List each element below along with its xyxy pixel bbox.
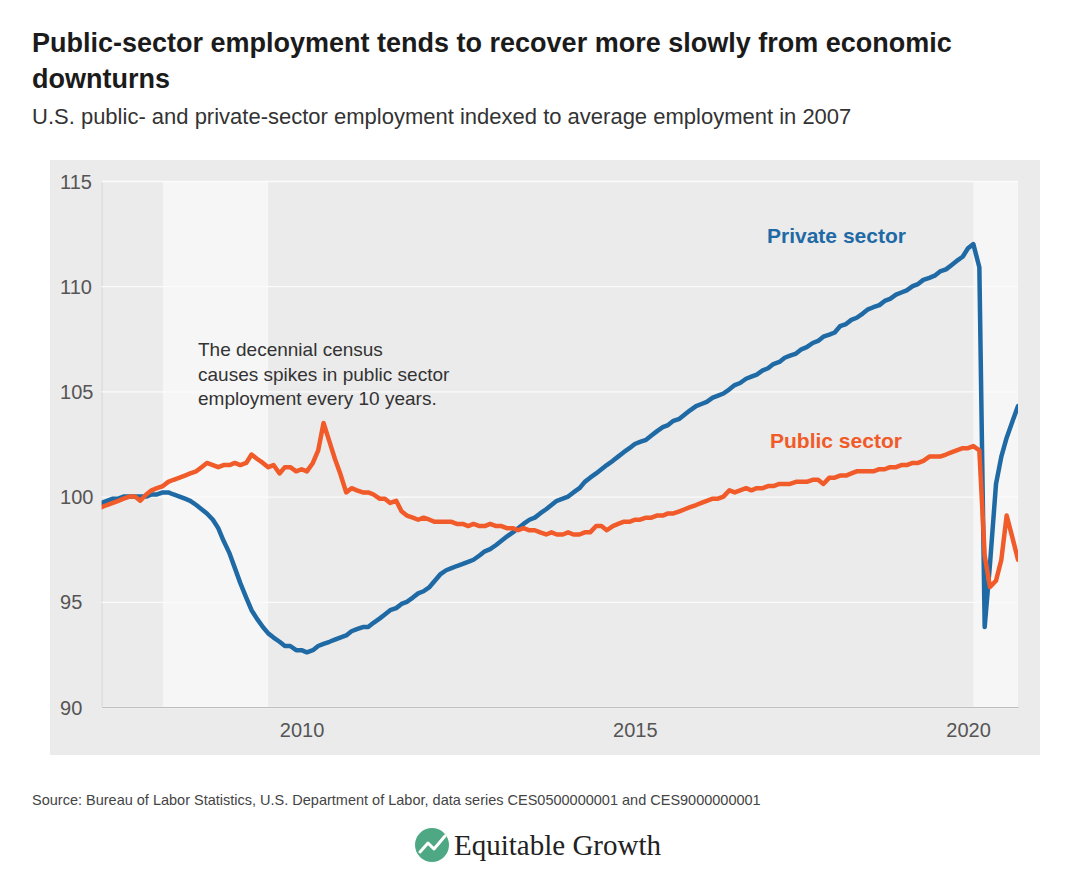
annotation-line: The decennial census xyxy=(198,339,383,360)
y-tick-label: 105 xyxy=(60,381,93,403)
grid-line xyxy=(102,286,1018,287)
x-tick: 2010 xyxy=(280,707,325,741)
y-tick: 95 xyxy=(60,591,1018,613)
source: Source: Bureau of Labor Statistics, U.S.… xyxy=(32,792,761,808)
y-tick: 100 xyxy=(60,486,1018,508)
logo: Equitable Growth xyxy=(415,828,661,862)
y-tick-label: 115 xyxy=(60,171,92,193)
x-tick: 2015 xyxy=(613,707,658,741)
grid-line xyxy=(102,602,1018,603)
series-label: Private sector xyxy=(767,224,906,247)
annotation-line: causes spikes in public sector xyxy=(198,364,450,385)
x-tick-label: 2020 xyxy=(946,719,991,741)
lines xyxy=(102,244,1018,652)
branding: Equitable Growth xyxy=(454,829,661,861)
y-tick: 115 xyxy=(60,171,1018,193)
x-tick-label: 2015 xyxy=(613,719,658,741)
series-line xyxy=(102,423,1018,587)
y-tick-label: 110 xyxy=(60,276,92,298)
annotation-line: employment every 10 years. xyxy=(198,388,437,409)
title: Public-sector employment tends to recove… xyxy=(32,28,952,94)
grid-line xyxy=(102,707,1018,708)
y-tick-label: 95 xyxy=(60,591,82,613)
shaded-period xyxy=(163,181,268,707)
x-axis: 2010 2015 2020 xyxy=(102,707,1018,741)
annotation: The decennial census causes spikes in pub… xyxy=(198,339,450,409)
series-line xyxy=(102,244,1018,652)
x-tick: 2020 xyxy=(946,707,991,741)
y-axis-line xyxy=(102,182,1018,708)
y-tick-label: 90 xyxy=(60,697,82,719)
series-label: Public sector xyxy=(770,429,902,452)
logo-icon xyxy=(415,828,449,862)
chart: Public-sector employment tends to recove… xyxy=(0,0,1080,873)
logo-icon-mark xyxy=(420,836,445,852)
subtitle: U.S. public- and private-sector employme… xyxy=(32,104,851,129)
shaded-periods xyxy=(163,181,1018,707)
x-tick-label: 2010 xyxy=(280,719,325,741)
y-axis: 90 95 100 105 110 115 xyxy=(60,171,1018,719)
x-axis-line xyxy=(102,707,1018,708)
y-tick-label: 100 xyxy=(60,486,93,508)
y-tick: 110 xyxy=(60,276,1018,298)
page-background xyxy=(0,0,1080,873)
title-line: downturns xyxy=(32,64,170,94)
y-tick: 90 xyxy=(60,697,1018,719)
plot-background xyxy=(50,160,1040,755)
title-line: Public-sector employment tends to recove… xyxy=(32,28,952,58)
grid-line xyxy=(102,181,1018,182)
